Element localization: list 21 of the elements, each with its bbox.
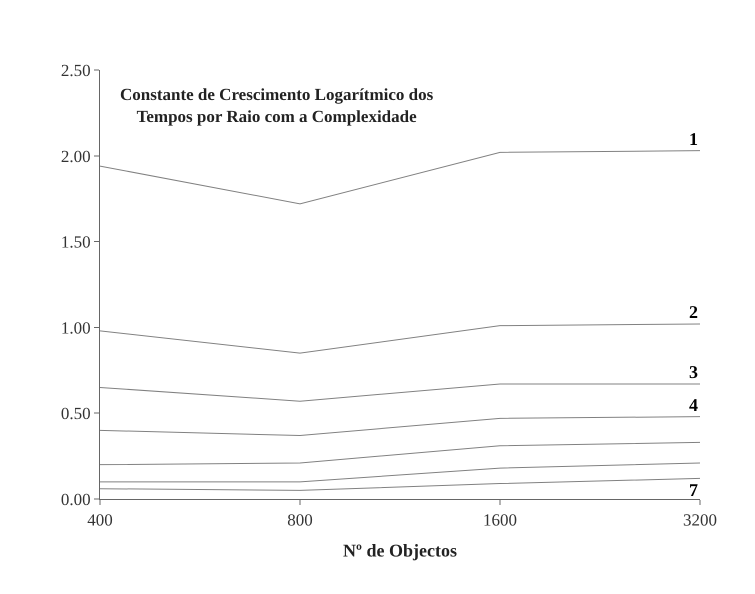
line-series (100, 323, 700, 354)
x-axis-title: Nº de Objectos (343, 540, 457, 560)
text: Constante de Crescimento Logarítmico dos Tempos por Raio com a Complexidade (120, 85, 434, 126)
x-tick-label: 3200 (683, 510, 717, 530)
y-tick-label: 2.00 (60, 146, 91, 166)
line-series (100, 150, 700, 204)
x-tick-label: 400 (87, 510, 113, 530)
series-label: 7 (689, 480, 698, 500)
series-label: 1 (689, 129, 698, 149)
y-tick-label: 1.50 (60, 232, 91, 252)
y-tick-label: 0.50 (60, 404, 91, 424)
series-label: 3 (689, 362, 698, 382)
series-label: 4 (689, 395, 698, 415)
x-tick-label: 800 (287, 510, 313, 530)
y-tick-label: 1.00 (60, 318, 91, 338)
x-tick-label: 1600 (483, 510, 517, 530)
y-tick-label: 0.00 (60, 490, 91, 509)
line-series (100, 442, 700, 466)
y-tick-label: 2.50 (60, 60, 91, 80)
line-series (100, 416, 700, 436)
series-label: 2 (689, 302, 698, 322)
